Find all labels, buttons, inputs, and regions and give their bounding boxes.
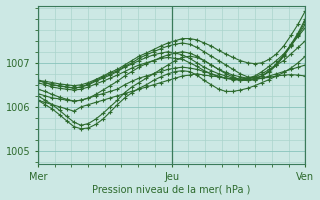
X-axis label: Pression niveau de la mer( hPa ): Pression niveau de la mer( hPa ) [92, 184, 251, 194]
